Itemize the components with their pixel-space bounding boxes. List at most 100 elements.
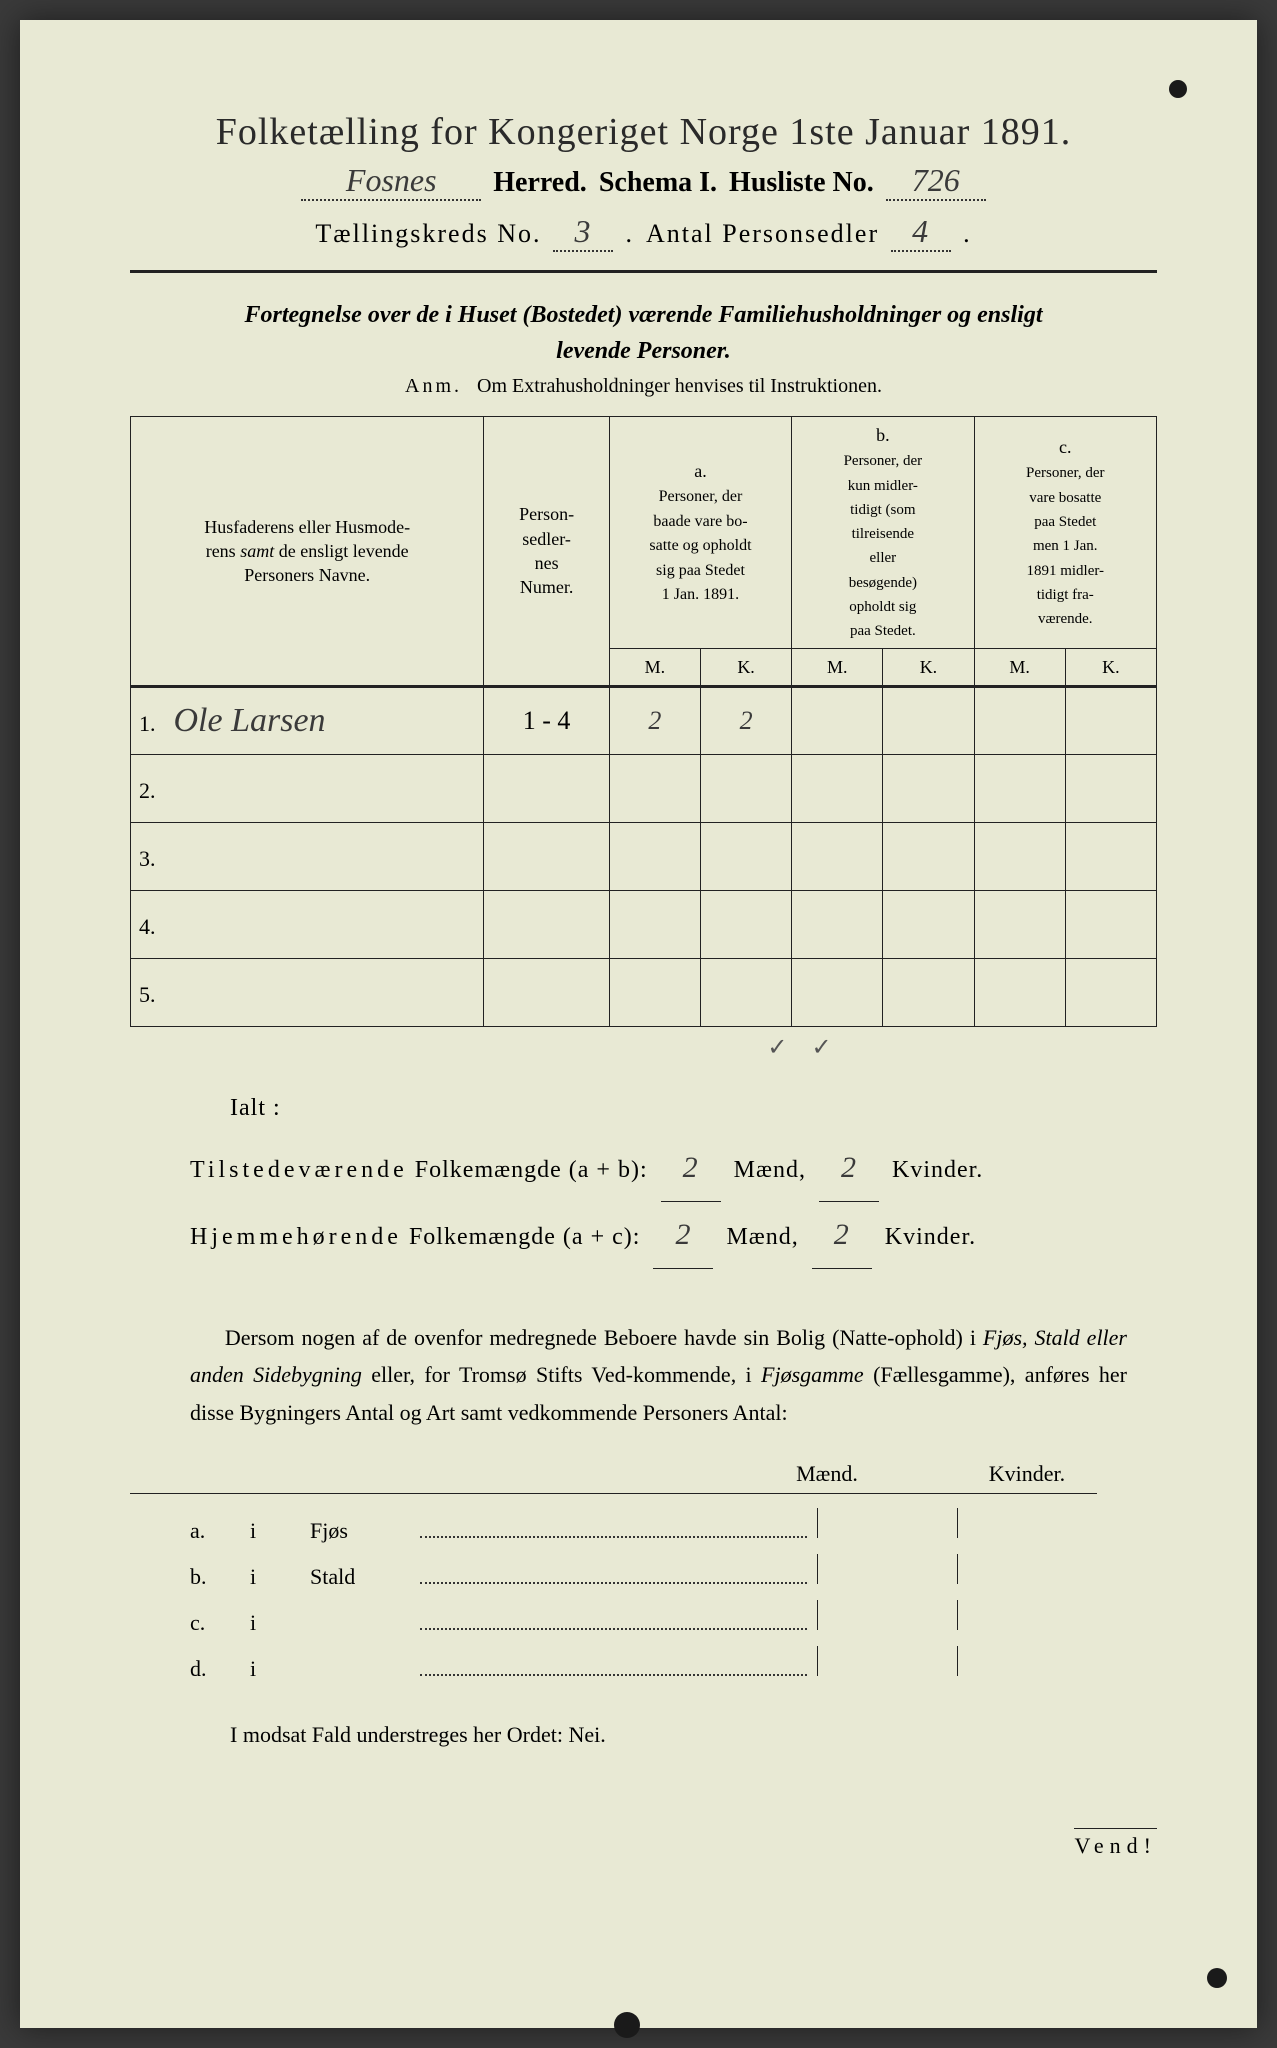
sidebyg-paragraph: Dersom nogen af de ovenfor medregnede Be… [190,1319,1127,1431]
sidebyg-row: c.i [190,1600,1097,1636]
aM-cell [609,822,700,890]
vend-label: Vend! [1074,1828,1157,1859]
subtitle: Fortegnelse over de i Huset (Bostedet) v… [130,297,1157,369]
col-header-b: b. Personer, derkun midler-tidigt (somti… [792,417,974,649]
tilstede-row: Tilstedeværende Folkemængde (a + b): 2 M… [190,1135,1157,1202]
bM-cell [792,686,883,754]
bM-cell [792,958,883,1026]
name-cell: 4. [131,890,484,958]
num-cell [484,754,609,822]
hjemme-row: Hjemmehørende Folkemængde (a + c): 2 Mæn… [190,1202,1157,1269]
dotted-line [420,1612,807,1630]
ink-spot [1169,80,1187,98]
row-i: i [250,1656,310,1682]
sidebyg-mk-header: Mænd. Kvinder. [130,1461,1097,1494]
aK-cell [700,754,791,822]
aK-cell [700,822,791,890]
cM-cell [974,890,1065,958]
schema-label: Schema I. [599,167,717,199]
table-row: 2. [131,754,1157,822]
herred-field: Fosnes [301,162,481,201]
col-header-a: a. Personer, derbaade vare bo-satte og o… [609,417,791,649]
num-cell [484,890,609,958]
header-line-3: Tællingskreds No. 3 . Antal Personsedler… [130,213,1157,252]
table-row: 3. [131,822,1157,890]
bK-cell [883,686,974,754]
row-label: Fjøs [310,1518,410,1544]
divider [130,270,1157,273]
mk-cells [817,1646,1097,1676]
cM-cell [974,822,1065,890]
checkmarks: ✓ ✓ [130,1033,1157,1062]
cM-cell [974,754,1065,822]
mk-cells [817,1554,1097,1584]
cM-cell [974,958,1065,1026]
col-header-number: Person-sedler-nesNumer. [484,417,609,687]
ink-spot [1207,1968,1227,1988]
totals-block: Ialt : Tilstedeværende Folkemængde (a + … [190,1082,1157,1269]
husliste-label: Husliste No. [729,167,874,199]
ialt-label: Ialt : [230,1082,1157,1135]
form-header: Folketælling for Kongeriget Norge 1ste J… [130,110,1157,252]
aK-cell [700,890,791,958]
bK-cell [883,822,974,890]
antal-label: Antal Personsedler [646,219,879,249]
name-cell: 5. [131,958,484,1026]
bM-cell [792,890,883,958]
name-cell: 1. Ole Larsen [131,686,484,754]
num-cell [484,822,609,890]
cM-cell [974,686,1065,754]
row-i: i [250,1564,310,1590]
row-letter: a. [190,1518,250,1544]
census-form-page: Folketælling for Kongeriget Norge 1ste J… [20,20,1257,2028]
aM-cell: 2 [609,686,700,754]
table-row: 4. [131,890,1157,958]
mk-cells [817,1508,1097,1538]
sidebyg-row: d.i [190,1646,1097,1682]
kreds-field: 3 [553,213,613,252]
bK-cell [883,754,974,822]
cK-cell [1065,890,1156,958]
sidebyg-table: a.iFjøsb.iStaldc.id.i [190,1508,1097,1682]
husliste-field: 726 [886,162,986,201]
dotted-line [420,1658,807,1676]
bK-cell [883,958,974,1026]
cK-cell [1065,754,1156,822]
header-line-2: Fosnes Herred. Schema I. Husliste No. 72… [130,162,1157,201]
cK-cell [1065,686,1156,754]
table-row: 5. [131,958,1157,1026]
dotted-line [420,1566,807,1584]
bM-cell [792,754,883,822]
table-row: 1. Ole Larsen1 - 422 [131,686,1157,754]
aM-cell [609,890,700,958]
bM-cell [792,822,883,890]
dotted-line [420,1520,807,1538]
name-cell: 2. [131,754,484,822]
row-letter: b. [190,1564,250,1590]
herred-label: Herred. [493,167,587,199]
annotation-note: Anm. Om Extrahusholdninger henvises til … [130,375,1157,398]
bK-cell [883,890,974,958]
aK-cell [700,958,791,1026]
aM-cell [609,958,700,1026]
kreds-label: Tællingskreds No. [315,219,541,249]
sidebyg-row: a.iFjøs [190,1508,1097,1544]
row-i: i [250,1518,310,1544]
sidebyg-row: b.iStald [190,1554,1097,1590]
antal-field: 4 [891,213,951,252]
col-header-name: Husfaderens eller Husmode-rens samt de e… [131,417,484,687]
ink-spot [614,2012,640,2038]
aK-cell: 2 [700,686,791,754]
row-letter: c. [190,1610,250,1636]
row-label: Stald [310,1564,410,1590]
cK-cell [1065,822,1156,890]
name-cell: 3. [131,822,484,890]
row-i: i [250,1610,310,1636]
household-table: Husfaderens eller Husmode-rens samt de e… [130,416,1157,1027]
nei-line: I modsat Fald understreges her Ordet: Ne… [230,1722,1157,1748]
cK-cell [1065,958,1156,1026]
aM-cell [609,754,700,822]
mk-cells [817,1600,1097,1630]
main-title: Folketælling for Kongeriget Norge 1ste J… [130,110,1157,154]
row-letter: d. [190,1656,250,1682]
